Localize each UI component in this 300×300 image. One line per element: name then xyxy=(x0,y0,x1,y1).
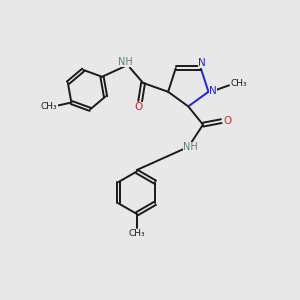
Text: CH₃: CH₃ xyxy=(230,79,247,88)
Text: O: O xyxy=(135,102,143,112)
Text: NH: NH xyxy=(183,142,198,152)
Text: NH: NH xyxy=(118,57,133,67)
Text: N: N xyxy=(198,58,206,68)
Text: CH₃: CH₃ xyxy=(41,102,58,111)
Text: CH₃: CH₃ xyxy=(128,230,145,238)
Text: N: N xyxy=(209,85,217,96)
Text: O: O xyxy=(224,116,232,126)
